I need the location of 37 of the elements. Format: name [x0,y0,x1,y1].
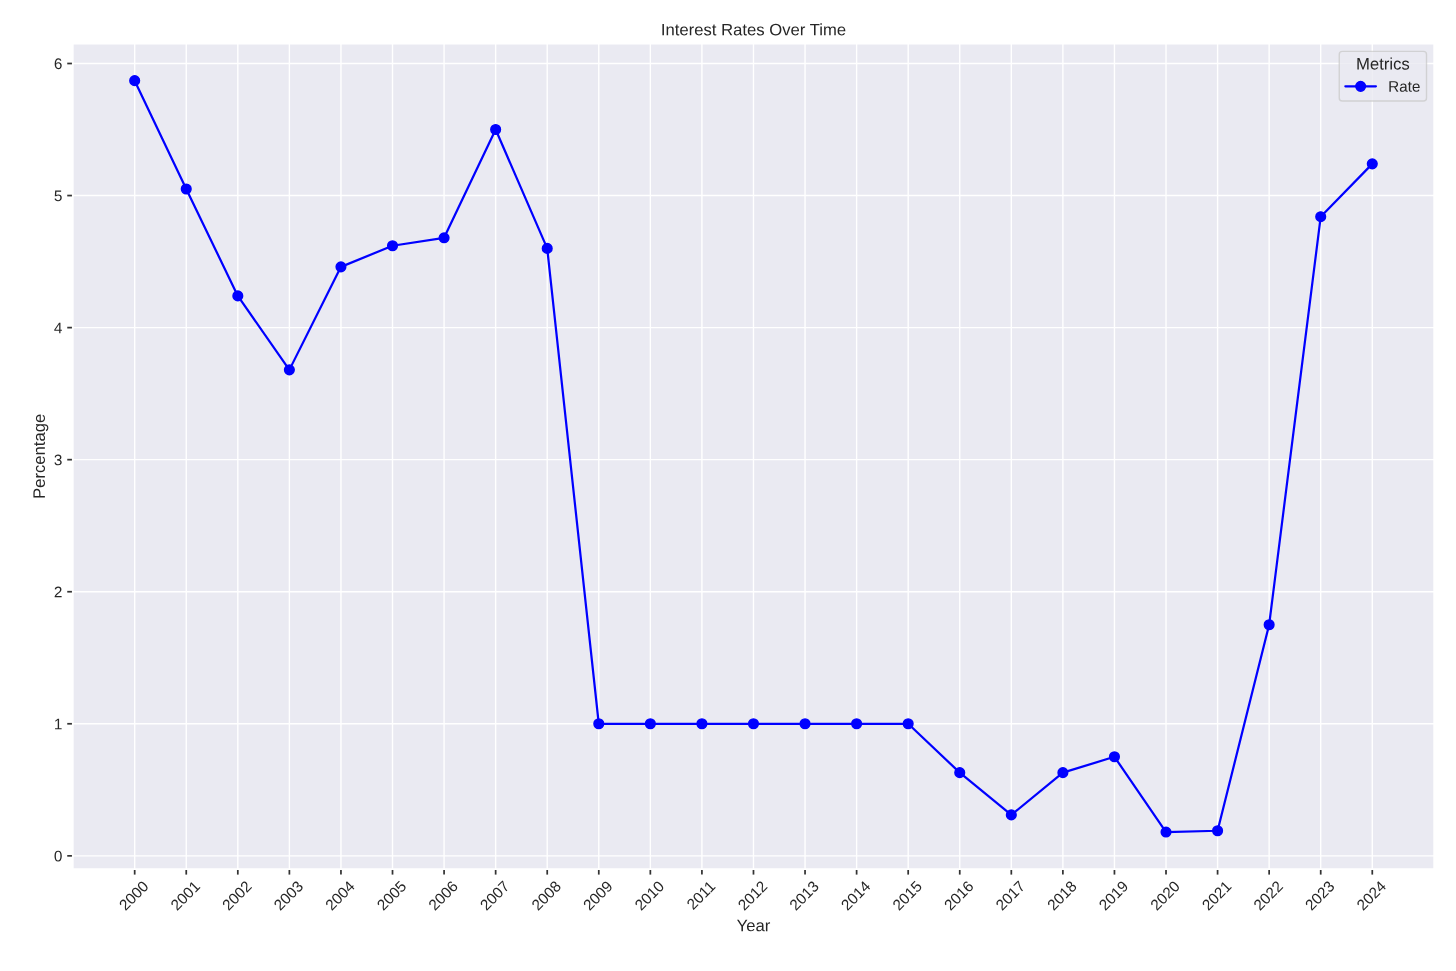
chart-title: Interest Rates Over Time [662,23,846,36]
point [129,75,141,87]
point [902,718,914,730]
point [1160,826,1172,838]
point [747,718,760,730]
y-tick-label: 5 [54,190,62,202]
point [696,718,708,730]
y-axis-title: Percentage [33,414,49,498]
y-tick-label: 1 [55,718,62,730]
point [541,242,553,254]
y-tick-label: 0 [54,850,62,862]
y-tick-label: 6 [54,58,62,70]
legend-title: Metrics [1357,57,1410,70]
point [593,718,605,730]
point [386,240,399,252]
point [954,767,966,779]
point [1263,619,1275,631]
point [490,123,502,136]
point [851,718,863,730]
point [1212,825,1224,837]
point [180,183,192,195]
point [335,261,347,273]
x-axis-title: Year [737,919,771,932]
y-tick-label: 4 [54,322,62,334]
point [1108,751,1121,763]
point [799,718,811,730]
y-tick-label: 3 [54,454,62,466]
legend-label: Rate [1389,81,1420,92]
point [1315,211,1327,223]
point [283,364,295,376]
point [644,718,656,730]
point [232,290,244,302]
point [1005,809,1017,821]
point [1057,767,1069,779]
y-tick-label: 2 [54,586,62,598]
point [438,232,450,244]
point [1366,158,1378,170]
